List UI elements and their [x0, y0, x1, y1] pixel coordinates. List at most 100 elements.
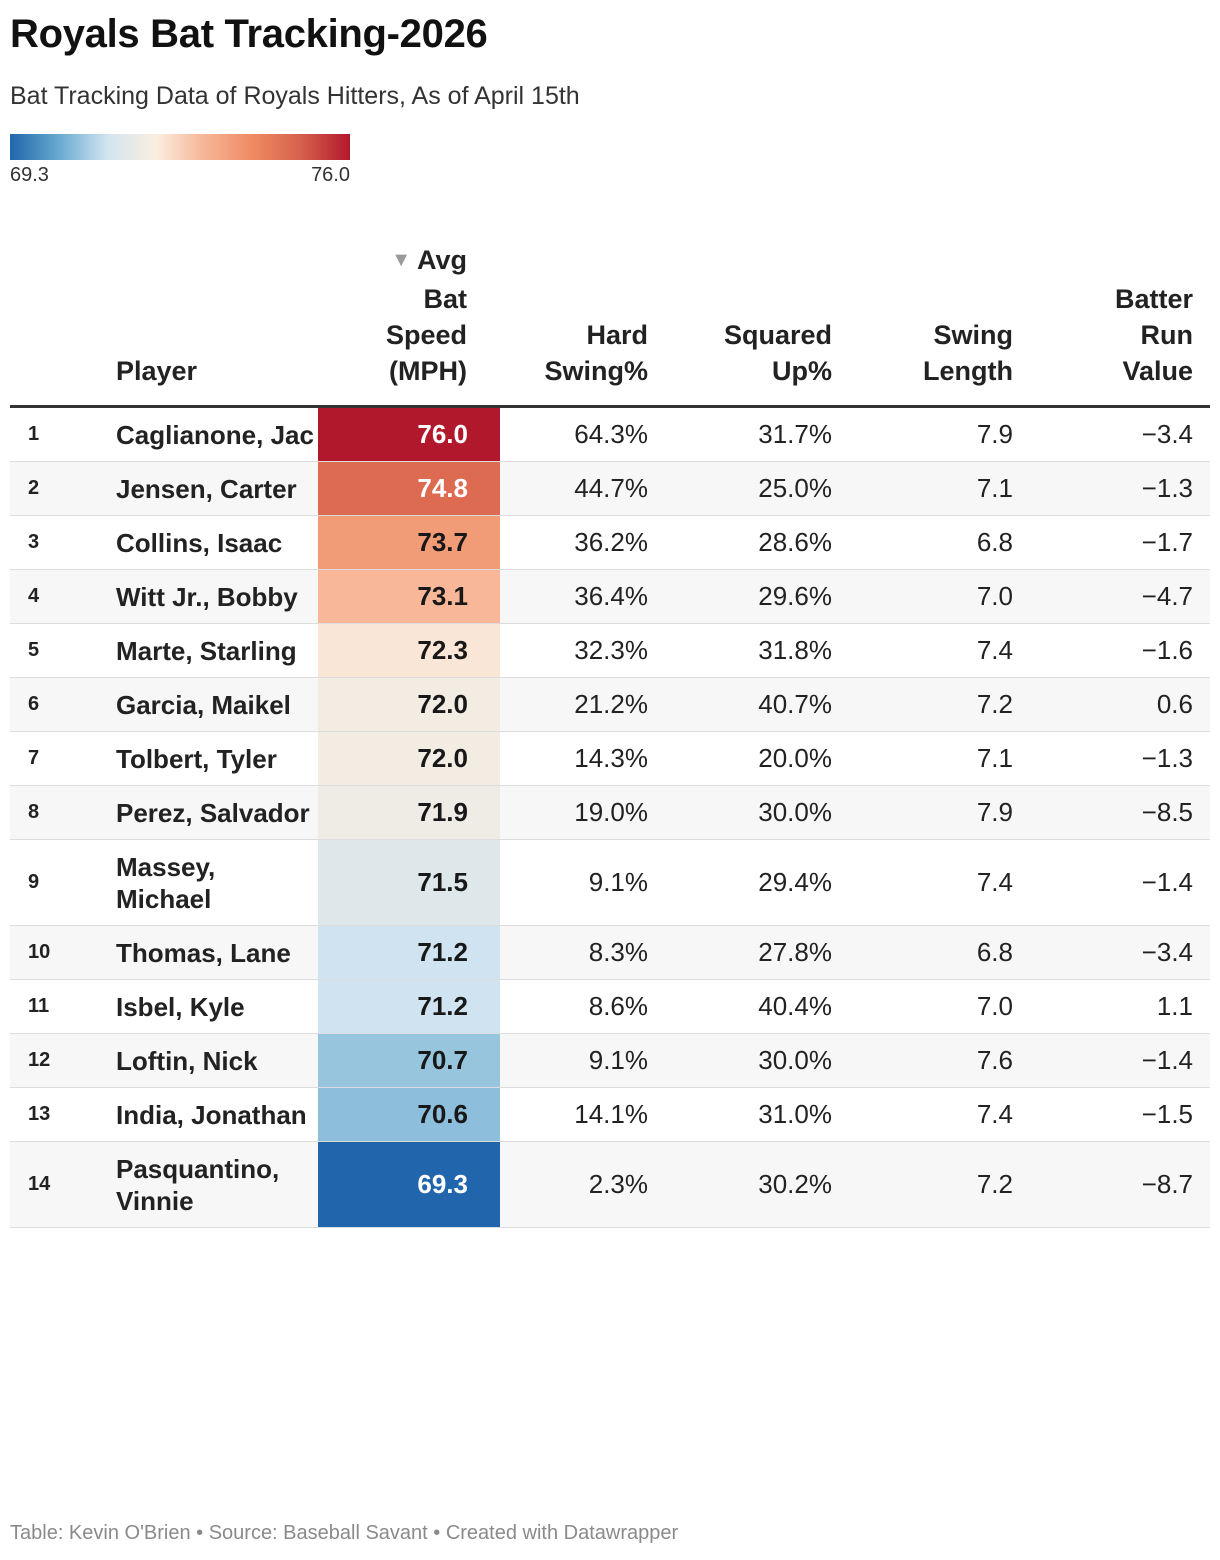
player-name-cell: Perez, Salvador — [116, 797, 310, 828]
table-row: 7 Tolbert, Tyler 72.0 14.3% 20.0% 7.1 −1.3 — [10, 732, 1210, 786]
squared-up-cell: 28.6% — [758, 527, 832, 557]
squared-up-cell: 29.4% — [758, 867, 832, 897]
squared-up-cell: 27.8% — [758, 937, 832, 967]
player-name-cell: Loftin, Nick — [116, 1045, 258, 1076]
swing-length-cell: 7.4 — [976, 1099, 1013, 1129]
rank-cell: 4 — [28, 585, 40, 607]
data-table: Player ▼ Avg Bat Speed (MPH) Hard Swing% … — [10, 242, 1210, 1228]
table-row: 11 Isbel, Kyle 71.2 8.6% 40.4% 7.0 1.1 — [10, 980, 1210, 1034]
squared-up-cell: 29.6% — [758, 581, 832, 611]
rank-cell: 13 — [28, 1103, 51, 1125]
avg-bat-speed-cell: 71.5 — [318, 840, 500, 925]
color-legend: 69.3 76.0 — [10, 134, 350, 187]
footer-credits: Table: Kevin O'Brien • Source: Baseball … — [10, 1522, 679, 1544]
batter-run-value-cell: −1.3 — [1141, 743, 1193, 773]
chart-subtitle: Bat Tracking Data of Royals Hitters, As … — [10, 82, 580, 110]
table-row: 10 Thomas, Lane 71.2 8.3% 27.8% 6.8 −3.4 — [10, 926, 1210, 980]
header-player[interactable]: Player — [116, 356, 198, 386]
legend-max-label: 76.0 — [311, 164, 350, 186]
table-row: 1 Caglianone, Jac 76.0 64.3% 31.7% 7.9 −3.4 — [10, 408, 1210, 462]
rank-cell: 9 — [28, 871, 40, 893]
rank-cell: 8 — [28, 801, 40, 823]
table-row: 4 Witt Jr., Bobby 73.1 36.4% 29.6% 7.0 −4.7 — [10, 570, 1210, 624]
swing-length-cell: 7.6 — [976, 1045, 1013, 1075]
rank-cell: 11 — [28, 995, 50, 1017]
batter-run-value-cell: −1.5 — [1141, 1099, 1193, 1129]
swing-length-cell: 7.0 — [976, 581, 1013, 611]
hard-swing-cell: 19.0% — [574, 797, 648, 827]
swing-length-cell: 6.8 — [976, 937, 1013, 967]
player-name-cell: Caglianone, Jac — [116, 419, 314, 450]
hard-swing-cell: 64.3% — [574, 419, 648, 449]
batter-run-value-cell: −1.4 — [1141, 1045, 1193, 1075]
avg-bat-speed-cell: 74.8 — [318, 462, 500, 515]
player-name-cell: Tolbert, Tyler — [116, 743, 277, 774]
avg-bat-speed-cell: 71.9 — [318, 786, 500, 839]
avg-bat-speed-cell: 69.3 — [318, 1142, 500, 1227]
swing-length-cell: 7.1 — [976, 743, 1013, 773]
hard-swing-cell: 8.6% — [588, 991, 648, 1021]
header-avg-bat-speed[interactable]: ▼ Avg Bat Speed (MPH) — [385, 245, 467, 386]
batter-run-value-cell: −3.4 — [1141, 937, 1193, 967]
hard-swing-cell: 32.3% — [574, 635, 648, 665]
rank-cell: 14 — [28, 1173, 51, 1195]
player-name-cell: Thomas, Lane — [116, 937, 291, 968]
avg-bat-speed-cell: 72.0 — [318, 678, 500, 731]
legend-min-label: 69.3 — [10, 164, 49, 186]
table-row: 2 Jensen, Carter 74.8 44.7% 25.0% 7.1 −1.3 — [10, 462, 1210, 516]
hard-swing-cell: 9.1% — [588, 867, 648, 897]
table-row: 12 Loftin, Nick 70.7 9.1% 30.0% 7.6 −1.4 — [10, 1034, 1210, 1088]
table-header: Player ▼ Avg Bat Speed (MPH) Hard Swing% … — [10, 242, 1210, 408]
header-batter-run-value[interactable]: Batter Run Value — [1114, 284, 1193, 386]
batter-run-value-cell: −8.5 — [1141, 797, 1193, 827]
swing-length-cell: 7.2 — [976, 689, 1013, 719]
table-row: 6 Garcia, Maikel 72.0 21.2% 40.7% 7.2 0.6 — [10, 678, 1210, 732]
avg-bat-speed-cell: 71.2 — [318, 980, 500, 1033]
squared-up-cell: 40.4% — [758, 991, 832, 1021]
hard-swing-cell: 36.2% — [574, 527, 648, 557]
player-name-cell: Witt Jr., Bobby — [116, 581, 298, 612]
hard-swing-cell: 8.3% — [588, 937, 648, 967]
table-body: 1 Caglianone, Jac 76.0 64.3% 31.7% 7.9 −3.4 2 Je… — [10, 408, 1210, 1228]
swing-length-cell: 7.4 — [976, 635, 1013, 665]
table-row: 13 India, Jonathan 70.6 14.1% 31.0% 7.4 −1.5 — [10, 1088, 1210, 1142]
player-name-cell: Isbel, Kyle — [116, 991, 245, 1022]
batter-run-value-cell: −1.6 — [1141, 635, 1193, 665]
hard-swing-cell: 9.1% — [588, 1045, 648, 1075]
header-hard-swing[interactable]: Hard Swing% — [544, 320, 648, 386]
swing-length-cell: 6.8 — [976, 527, 1013, 557]
rank-cell: 12 — [28, 1049, 51, 1071]
squared-up-cell: 25.0% — [758, 473, 832, 503]
hard-swing-cell: 21.2% — [574, 689, 648, 719]
swing-length-cell: 7.9 — [976, 797, 1013, 827]
batter-run-value-cell: 0.6 — [1156, 689, 1193, 719]
table-row: 5 Marte, Starling 72.3 32.3% 31.8% 7.4 −1.6 — [10, 624, 1210, 678]
batter-run-value-cell: −1.4 — [1141, 867, 1193, 897]
avg-bat-speed-cell: 70.6 — [318, 1088, 500, 1141]
rank-cell: 1 — [28, 423, 40, 445]
avg-bat-speed-cell: 72.3 — [318, 624, 500, 677]
avg-bat-speed-cell: 73.1 — [318, 570, 500, 623]
avg-bat-speed-cell: 70.7 — [318, 1034, 500, 1087]
table-row: 3 Collins, Isaac 73.7 36.2% 28.6% 6.8 −1.7 — [10, 516, 1210, 570]
batter-run-value-cell: −1.7 — [1141, 527, 1193, 557]
header-swing-length[interactable]: Swing Length — [923, 320, 1013, 386]
rank-cell: 5 — [28, 639, 40, 661]
player-name-cell: India, Jonathan — [116, 1099, 307, 1130]
table-row: 8 Perez, Salvador 71.9 19.0% 30.0% 7.9 −8.5 — [10, 786, 1210, 840]
player-name-cell: Pasquantino, Vinnie — [116, 1153, 280, 1216]
avg-bat-speed-cell: 71.2 — [318, 926, 500, 979]
hard-swing-cell: 44.7% — [574, 473, 648, 503]
squared-up-cell: 31.8% — [758, 635, 832, 665]
swing-length-cell: 7.0 — [976, 991, 1013, 1021]
squared-up-cell: 30.0% — [758, 797, 832, 827]
player-name-cell: Massey, Michael — [116, 851, 216, 914]
hard-swing-cell: 36.4% — [574, 581, 648, 611]
player-name-cell: Collins, Isaac — [116, 527, 283, 558]
squared-up-cell: 30.0% — [758, 1045, 832, 1075]
table-row: 9 Massey, Michael 71.5 9.1% 29.4% 7.4 −1.4 — [10, 840, 1210, 926]
batter-run-value-cell: 1.1 — [1156, 991, 1193, 1021]
squared-up-cell: 40.7% — [758, 689, 832, 719]
header-squared-up[interactable]: Squared Up% — [723, 320, 832, 386]
swing-length-cell: 7.1 — [976, 473, 1013, 503]
